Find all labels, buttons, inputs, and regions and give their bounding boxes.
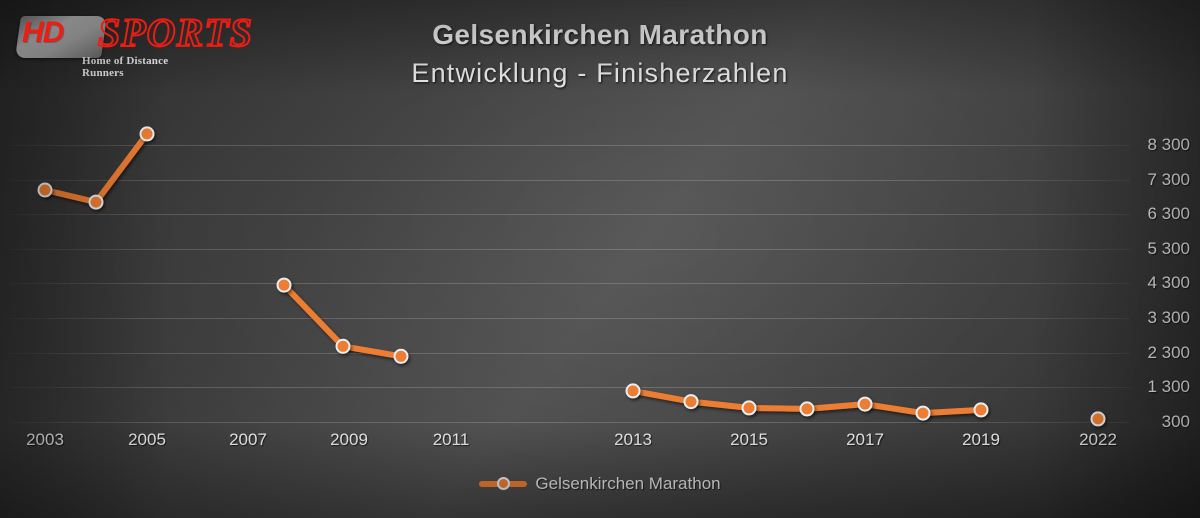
data-point-marker[interactable] xyxy=(625,383,641,399)
data-point-marker[interactable] xyxy=(741,400,757,416)
x-axis-tick-label: 2017 xyxy=(846,430,884,449)
x-axis-tick-label: 2005 xyxy=(128,430,166,449)
x-axis-tick-label: 2011 xyxy=(432,430,470,449)
data-point-marker[interactable] xyxy=(88,194,104,210)
hdsports-logo: HD SPORTS Home of Distance Runners xyxy=(10,8,253,79)
y-axis-tick-label: 1 300 xyxy=(1147,377,1190,397)
gridline xyxy=(10,214,1130,216)
y-axis-tick-label: 7 300 xyxy=(1147,169,1190,189)
chart-title: Gelsenkirchen Marathon xyxy=(432,19,768,50)
x-axis-tick-label: 2015 xyxy=(730,430,768,449)
y-axis-tick-label: 8 300 xyxy=(1147,135,1190,154)
data-point-marker[interactable] xyxy=(335,338,351,354)
y-axis-tick-label: 300 xyxy=(1161,411,1190,431)
y-axis-tick-label: 5 300 xyxy=(1147,238,1190,258)
legend-marker-icon xyxy=(497,477,511,490)
data-point-marker[interactable] xyxy=(799,401,815,417)
y-axis-tick-label: 3 300 xyxy=(1147,307,1190,327)
gridline xyxy=(10,352,1130,354)
gridline xyxy=(10,387,1130,389)
gridline xyxy=(10,283,1130,285)
legend-label: Gelsenkirchen Marathon xyxy=(535,474,721,493)
data-point-marker[interactable] xyxy=(973,402,989,418)
gridline xyxy=(10,421,1130,423)
x-axis-tick-label: 2013 xyxy=(614,430,652,449)
y-axis-tick-label: 6 300 xyxy=(1147,204,1190,224)
y-axis-tick-label: 2 300 xyxy=(1147,342,1190,362)
x-axis-tick-label: 2022 xyxy=(1079,430,1117,449)
data-point-marker[interactable] xyxy=(915,405,931,421)
data-point-marker[interactable] xyxy=(37,182,53,198)
series-line xyxy=(42,130,150,206)
x-axis-tick-label: 2007 xyxy=(229,430,267,449)
gridline xyxy=(10,317,1130,319)
x-axis-tick-label: 2009 xyxy=(330,430,368,449)
gridline xyxy=(10,248,1130,250)
x-axis-tick-label: 2019 xyxy=(962,430,1000,449)
data-point-marker[interactable] xyxy=(857,396,873,412)
data-point-marker[interactable] xyxy=(1090,411,1106,427)
gridline xyxy=(10,145,1130,146)
y-axis-tick-label: 4 300 xyxy=(1147,273,1190,293)
data-point-marker[interactable] xyxy=(393,348,409,364)
chart-legend: Gelsenkirchen Marathon xyxy=(0,474,1200,494)
gridline xyxy=(10,179,1130,181)
chart-subtitle: Entwicklung - Finisherzahlen xyxy=(411,58,789,88)
x-axis-tick-label: 2003 xyxy=(26,430,64,449)
logo-tagline: Home of Distance Runners xyxy=(82,55,169,79)
logo-sports-text: SPORTS xyxy=(97,10,253,56)
data-point-marker[interactable] xyxy=(276,277,292,293)
logo-hd-text: HD xyxy=(22,16,64,49)
data-point-marker[interactable] xyxy=(683,394,699,410)
legend-series-swatch xyxy=(479,477,528,491)
data-point-marker[interactable] xyxy=(139,126,155,142)
